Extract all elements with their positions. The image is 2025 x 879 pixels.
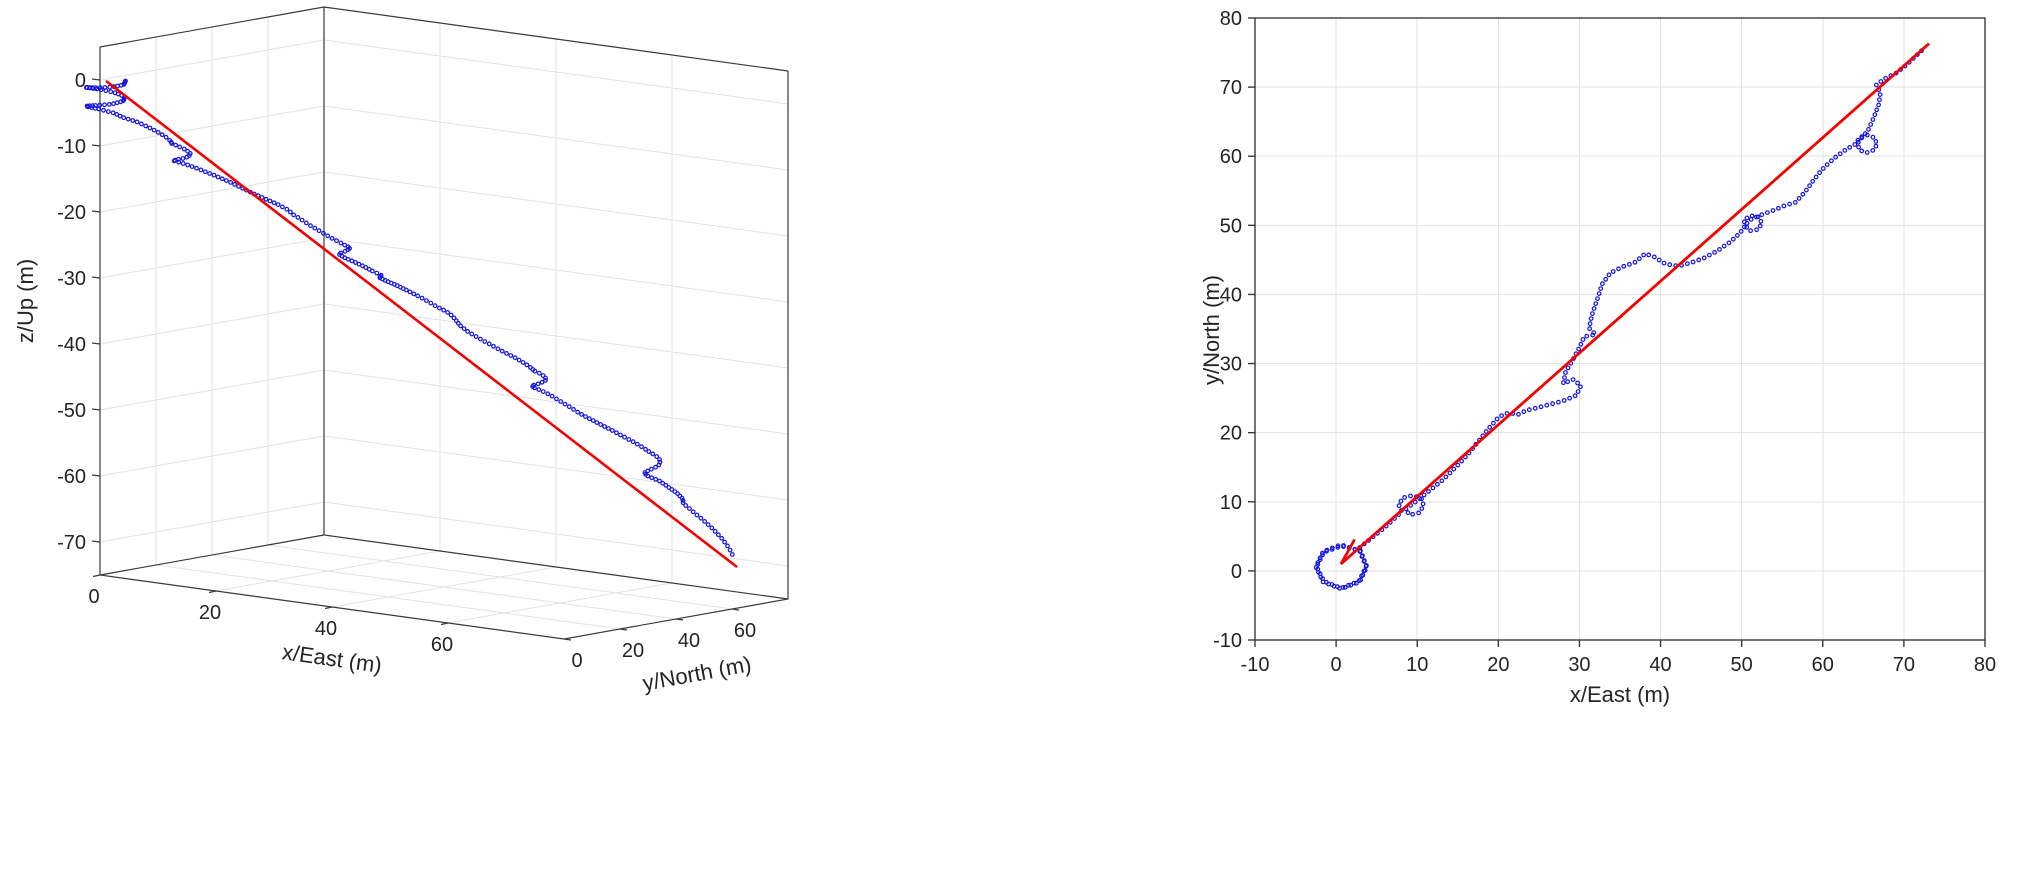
svg-text:0: 0 [571, 650, 582, 672]
svg-text:-40: -40 [57, 334, 86, 356]
trajectory-dots-3d [84, 78, 735, 557]
svg-text:-10: -10 [1241, 654, 1270, 676]
svg-text:70: 70 [1220, 77, 1242, 99]
svg-text:-10: -10 [57, 136, 86, 158]
trajectory-plot-3d: 0 20 40 60 0 20 40 60 0 -10 -20 -30 -40 -50 -60 -70 x/E… [0, 0, 1012, 879]
svg-text:-30: -30 [57, 268, 86, 290]
svg-text:-60: -60 [57, 466, 86, 488]
svg-text:0: 0 [1331, 654, 1342, 676]
svg-text:0: 0 [88, 586, 99, 608]
svg-text:10: 10 [1220, 492, 1242, 514]
svg-text:40: 40 [678, 630, 700, 652]
svg-text:10: 10 [1406, 654, 1428, 676]
plot-canvas-3d: 0 20 40 60 0 20 40 60 0 -10 -20 -30 -40 -50 -60 -70 [57, 6, 789, 672]
svg-text:-20: -20 [57, 202, 86, 224]
svg-text:0: 0 [75, 70, 86, 92]
svg-text:30: 30 [1220, 354, 1242, 376]
svg-text:60: 60 [734, 620, 756, 642]
svg-text:60: 60 [1812, 654, 1834, 676]
svg-text:70: 70 [1893, 654, 1915, 676]
svg-text:40: 40 [315, 618, 337, 640]
trajectory-plot-2d: -10 0 10 20 30 40 50 60 70 80 -10 0 10 20 30 40 50 60 70 80… [1012, 0, 2025, 879]
axes-box-2d [1254, 17, 1986, 641]
svg-text:40: 40 [1649, 654, 1671, 676]
svg-text:60: 60 [1220, 146, 1242, 168]
svg-text:20: 20 [622, 640, 644, 662]
reference-line-3d [105, 80, 738, 568]
axis-ticks-2d [1248, 17, 1986, 647]
axes-box-3d [99, 6, 789, 640]
svg-text:60: 60 [431, 634, 453, 656]
tick-labels-2d: -10 0 10 20 30 40 50 60 70 80 -10 0 10 20 30 40 50 60 70 80 [1213, 8, 1996, 676]
svg-text:-10: -10 [1213, 630, 1242, 652]
svg-text:50: 50 [1731, 654, 1753, 676]
tick-labels-3d: 0 20 40 60 0 20 40 60 0 -10 -20 -30 -40 -50 -60 -70 [57, 70, 756, 672]
svg-text:0: 0 [1231, 561, 1242, 583]
svg-text:80: 80 [1220, 8, 1242, 30]
svg-text:80: 80 [1974, 654, 1996, 676]
grid-3d [99, 7, 789, 640]
svg-text:-70: -70 [57, 532, 86, 554]
svg-text:50: 50 [1220, 215, 1242, 237]
svg-text:20: 20 [199, 602, 221, 624]
svg-text:40: 40 [1220, 284, 1242, 306]
svg-text:20: 20 [1487, 654, 1509, 676]
axis-ticks-3d [91, 78, 740, 641]
svg-text:-50: -50 [57, 400, 86, 422]
svg-text:30: 30 [1568, 654, 1590, 676]
plot-canvas-2d: -10 0 10 20 30 40 50 60 70 80 -10 0 10 20 30 40 50 60 70 80 [1213, 8, 1996, 676]
reference-line-2d [1339, 42, 1930, 566]
svg-text:20: 20 [1220, 423, 1242, 445]
